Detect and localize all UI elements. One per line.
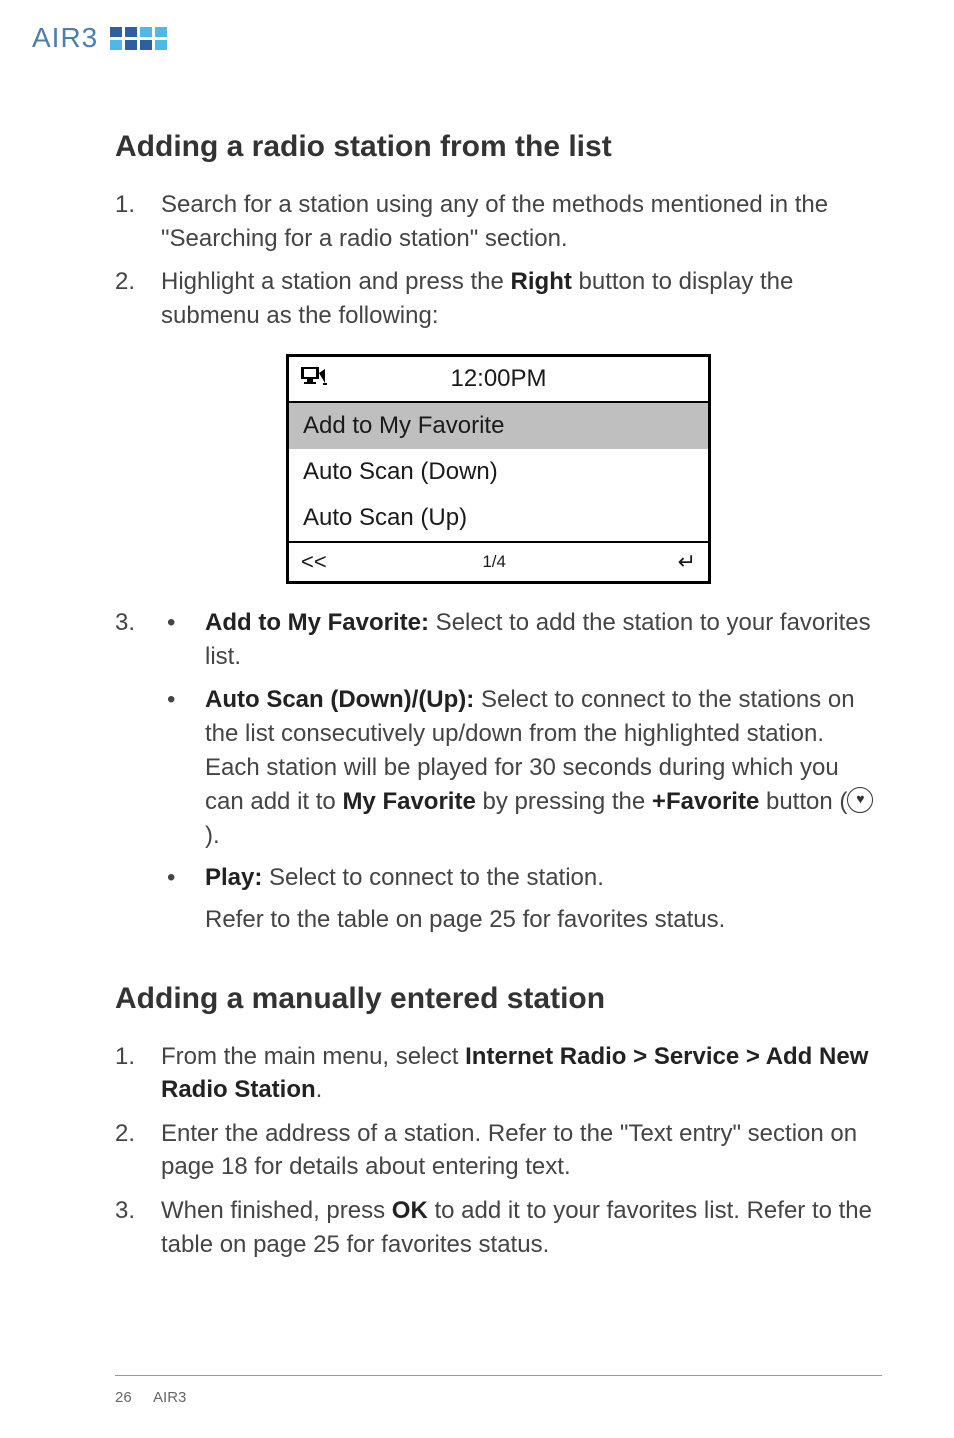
product-name: AIR3 <box>32 22 98 54</box>
step-1: 1. From the main menu, select Internet R… <box>115 1040 882 1107</box>
screen-menu-item-selected: Add to My Favorite <box>289 403 708 449</box>
step-number: 3. <box>115 1194 161 1261</box>
screen-footer: << 1/4 ↵ <box>289 541 708 581</box>
step-text: Search for a station using any of the me… <box>161 188 882 255</box>
step-number: 1. <box>115 188 161 255</box>
steps-list: 1. Search for a station using any of the… <box>115 188 882 332</box>
step-body: • Add to My Favorite: Select to add the … <box>161 606 882 936</box>
section-heading: Adding a manually entered station <box>115 982 882 1016</box>
bullet-list: • Add to My Favorite: Select to add the … <box>161 606 882 895</box>
page-number: 26 <box>115 1389 132 1406</box>
steps-list: 1. From the main menu, select Internet R… <box>115 1040 882 1262</box>
bullet-add-favorite: • Add to My Favorite: Select to add the … <box>161 606 882 674</box>
step-3: 3. When finished, press OK to add it to … <box>115 1194 882 1261</box>
section-heading: Adding a radio station from the list <box>115 130 882 164</box>
page-content: Adding a radio station from the list 1. … <box>115 130 882 1271</box>
step-number: 2. <box>115 265 161 332</box>
page-footer: 26 AIR3 <box>115 1389 186 1406</box>
step-text: Highlight a station and press the Right … <box>161 265 882 332</box>
bullet-auto-scan: • Auto Scan (Down)/(Up): Select to conne… <box>161 683 882 853</box>
step-3: 3. • Add to My Favorite: Select to add t… <box>115 606 882 936</box>
network-icon <box>299 363 331 396</box>
enter-indicator: ↵ <box>678 549 696 575</box>
screen-time: 12:00PM <box>450 365 546 393</box>
logo-icon <box>110 27 167 50</box>
device-screen-illustration: 12:00PM Add to My Favorite Auto Scan (Do… <box>286 354 711 584</box>
favorite-button-icon <box>847 787 873 813</box>
bullet-play: • Play: Select to connect to the station… <box>161 861 882 895</box>
step-text: From the main menu, select Internet Radi… <box>161 1040 882 1107</box>
step-number: 1. <box>115 1040 161 1107</box>
document-header: AIR3 <box>32 22 167 54</box>
section-adding-manually: Adding a manually entered station 1. Fro… <box>115 982 882 1262</box>
step-number: 2. <box>115 1117 161 1184</box>
step-text: When finished, press OK to add it to you… <box>161 1194 882 1261</box>
refer-text: Refer to the table on page 25 for favori… <box>205 903 882 937</box>
footer-divider <box>115 1375 882 1376</box>
step-1: 1. Search for a station using any of the… <box>115 188 882 255</box>
footer-product: AIR3 <box>153 1389 186 1406</box>
screen-menu-item: Auto Scan (Down) <box>289 449 708 495</box>
screen-header: 12:00PM <box>289 357 708 403</box>
step-number: 3. <box>115 606 161 936</box>
step-2: 2. Highlight a station and press the Rig… <box>115 265 882 332</box>
step-2: 2. Enter the address of a station. Refer… <box>115 1117 882 1184</box>
screen-menu-item: Auto Scan (Up) <box>289 495 708 541</box>
page-indicator: 1/4 <box>311 552 678 572</box>
section-adding-from-list: Adding a radio station from the list 1. … <box>115 130 882 937</box>
step-text: Enter the address of a station. Refer to… <box>161 1117 882 1184</box>
